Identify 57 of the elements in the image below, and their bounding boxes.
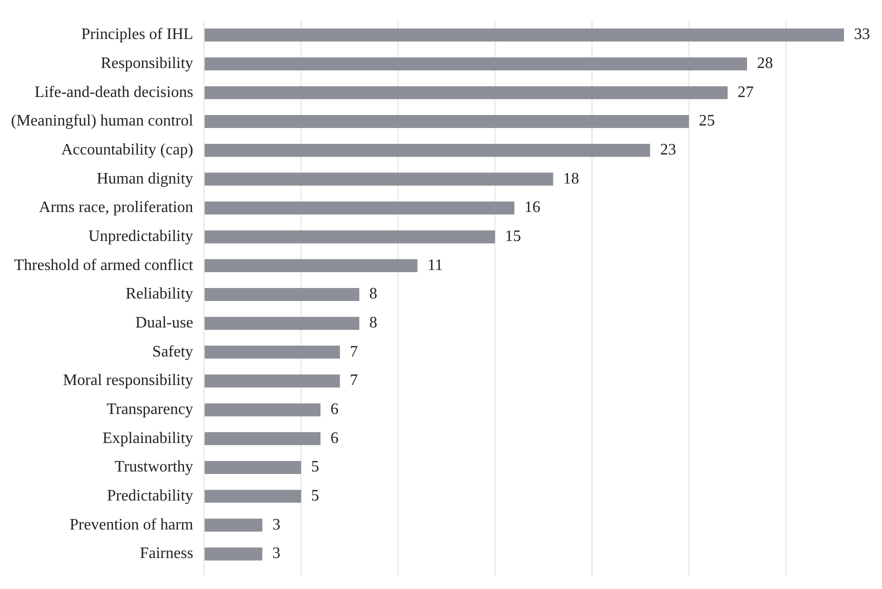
bar [204,28,844,42]
y-tick-label: Unpredictability [88,228,194,246]
data-label: 6 [330,430,339,447]
y-tick-label: (Meaningful) human control [11,112,194,130]
data-label: 3 [272,545,280,562]
data-label: 27 [738,84,754,101]
bar [204,374,340,388]
y-tick-label: Predictability [106,488,194,505]
bar [204,57,748,70]
y-tick-label: Transparency [106,401,194,418]
data-label: 11 [427,256,443,274]
data-label: 25 [698,112,715,130]
bar [204,259,418,272]
data-label: 16 [524,199,540,216]
y-tick-label: Explainability [102,430,194,447]
y-tick-label: Safety [152,343,194,360]
bar [204,403,321,416]
data-label: 33 [854,26,870,44]
y-tick-label: Arms race, proliferation [39,199,194,216]
bar [204,288,360,301]
bar [204,86,728,100]
data-label: 15 [505,228,522,246]
data-label: 5 [311,488,320,505]
bar [204,202,514,214]
y-tick-label: Accountability (cap) [61,142,194,159]
data-label: 18 [563,170,580,188]
bar [204,518,262,532]
y-tick-label: Responsibility [100,55,194,72]
y-tick-label: Reliability [126,286,194,303]
data-label: 6 [330,401,339,418]
y-tick-label: Moral responsibility [62,372,194,390]
bar [204,172,554,186]
bar [204,230,496,244]
data-label: 7 [350,372,358,390]
y-tick-label: Human dignity [96,170,194,188]
data-label: 28 [757,55,774,72]
data-label: 5 [311,458,320,476]
bar [204,346,340,359]
y-tick-label: Threshold of armed conflict [14,256,194,274]
bar [204,316,360,330]
data-label: 3 [272,516,280,534]
bar [204,461,302,474]
bar [204,490,302,503]
y-tick-label: Life-and-death decisions [34,84,194,101]
y-tick-label: Principles of IHL [81,26,194,44]
bar [204,432,321,446]
y-tick-label: Trustworthy [114,458,194,476]
data-label: 8 [369,314,378,332]
y-tick-label: Prevention of harm [70,516,194,534]
bar [204,547,262,560]
bar [204,144,650,157]
y-tick-label: Dual-use [135,314,194,332]
data-label: 8 [369,286,378,303]
bar [204,115,689,128]
data-label: 23 [660,142,676,159]
data-label: 7 [350,343,358,360]
y-tick-label: Fairness [140,545,194,562]
